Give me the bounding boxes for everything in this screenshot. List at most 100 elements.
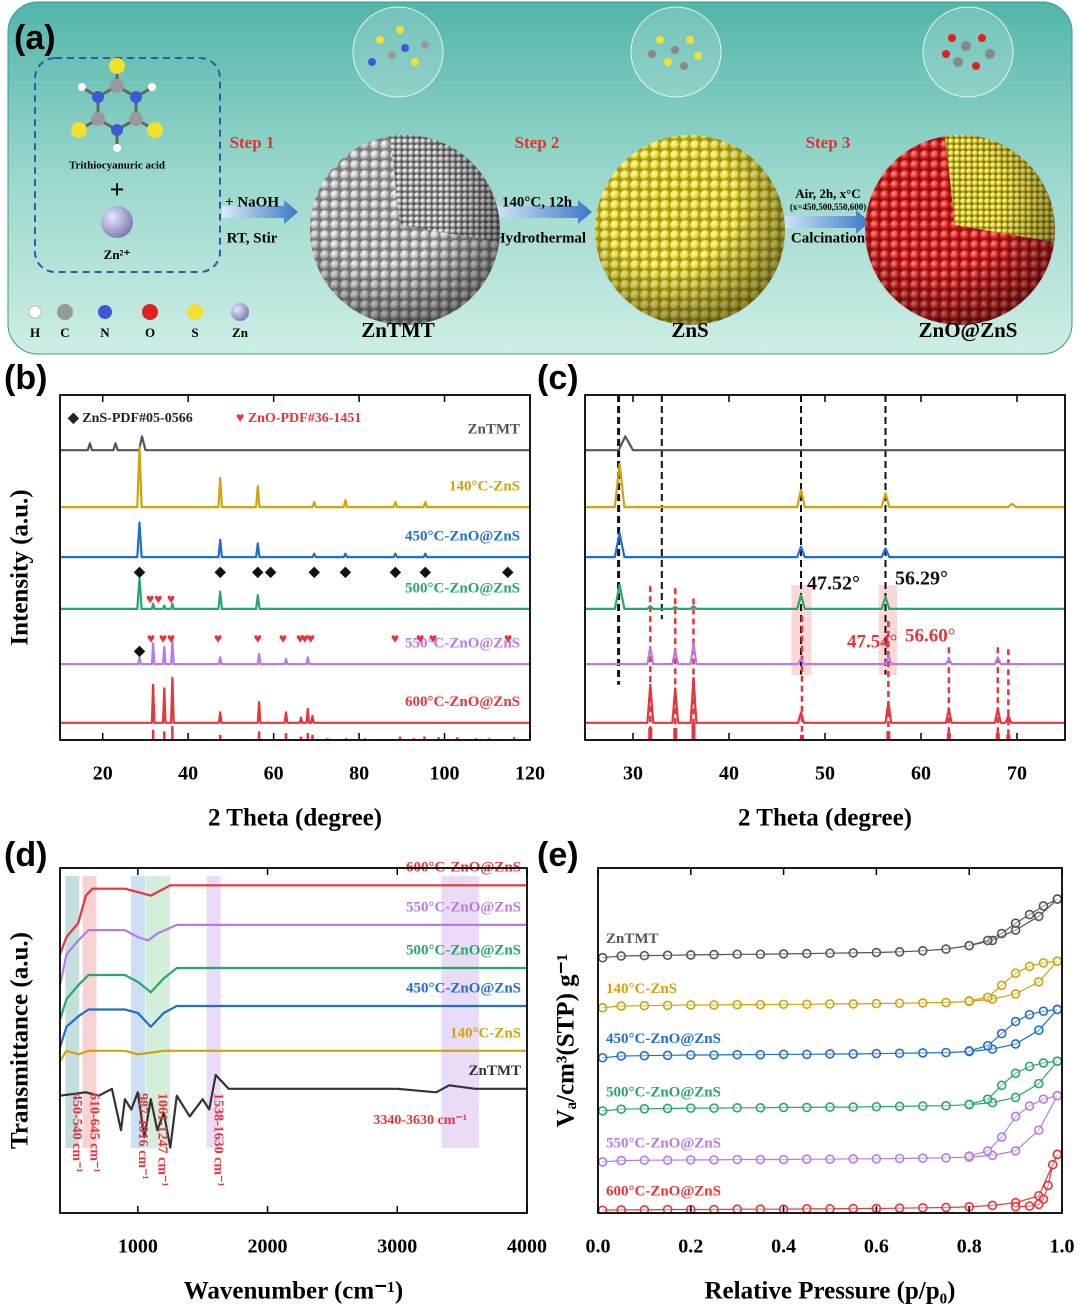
desorption-point <box>1010 1016 1021 1027</box>
adsorption-point <box>709 1204 719 1213</box>
bubbles <box>352 6 1014 98</box>
series-line <box>60 1004 527 1048</box>
desorption-line <box>969 1008 1058 1052</box>
band-label: 1538-1630 cm⁻¹ <box>210 1093 225 1187</box>
desorption-point <box>982 1040 993 1051</box>
atom-label: N <box>100 325 110 340</box>
adsorption-point <box>1034 1025 1044 1035</box>
peak-marker: ◆ <box>214 565 227 580</box>
peak-marker: ◆ <box>133 644 146 659</box>
atom-label: O <box>145 325 155 340</box>
atom-label: H <box>30 325 40 340</box>
desorption-point <box>964 1099 975 1110</box>
desorption-point <box>964 1046 975 1056</box>
adsorption-point <box>685 1103 696 1113</box>
peak-marker: ♥ <box>146 592 154 607</box>
adsorption-point <box>755 1102 766 1113</box>
peak-marker: ◆ <box>308 565 321 580</box>
adsorption-point <box>801 1102 812 1113</box>
peak-marker: ♥ <box>391 632 399 647</box>
peak-marker: ♥ <box>254 632 262 647</box>
peak-marker: ♥ <box>214 632 222 647</box>
adsorption-point <box>709 949 719 960</box>
series-line <box>602 1095 1058 1163</box>
adsorption-point <box>1010 1146 1021 1156</box>
atom-legend: H C N O S Zn <box>28 303 249 340</box>
adsorption-point <box>1010 1092 1021 1103</box>
desorption-line <box>969 960 1058 1002</box>
series-line <box>60 445 530 509</box>
adsorption-point <box>732 1154 743 1165</box>
adsorption-point <box>848 1049 859 1059</box>
legend-entry: ♥ ZnO-PDF#36-1451 <box>236 411 361 426</box>
adsorption-point <box>616 951 627 961</box>
series-label: 500°C-ZnO@ZnS <box>405 580 520 596</box>
series-line <box>602 1060 1058 1112</box>
peak-marker: ♥ <box>504 632 512 647</box>
adsorption-point <box>848 1102 859 1112</box>
desorption-point <box>982 1146 993 1156</box>
plot-frame <box>584 394 1066 741</box>
panel-label: (d) <box>4 836 47 874</box>
desorption-point <box>982 935 993 946</box>
adsorption-point <box>732 1049 743 1060</box>
adsorption-point <box>662 950 673 961</box>
series-line <box>60 1073 527 1149</box>
molecule <box>71 58 163 152</box>
x-axis-label: 2 Theta (degree) <box>208 805 382 832</box>
series-label: 600°C-ZnO@ZnS <box>405 694 520 710</box>
highlight <box>878 585 897 675</box>
adsorption-point <box>941 1202 951 1213</box>
adsorption-point <box>1010 1039 1021 1049</box>
band-label: 450-540 cm⁻¹ <box>69 1093 84 1173</box>
desorption-point <box>1010 918 1021 929</box>
desorption-point <box>1024 1101 1035 1111</box>
adsorption-point <box>685 1050 696 1060</box>
band <box>206 876 221 1148</box>
step-condition: (x=450,500,550,600) <box>790 202 866 212</box>
desorption-point <box>996 1080 1007 1091</box>
adsorption-point <box>917 945 928 956</box>
desorption-point <box>1052 894 1062 904</box>
product-label: ZnS <box>671 318 708 342</box>
plot-area <box>598 894 1062 1213</box>
adsorption-point <box>917 1203 928 1213</box>
adsorption-point <box>894 998 905 1009</box>
adsorption-point <box>871 1154 882 1164</box>
desorption-point <box>1010 1111 1021 1122</box>
plot-frame <box>59 867 528 1214</box>
adsorption-point <box>685 950 696 960</box>
peak-marker: ♥ <box>147 632 155 647</box>
peak-marker: ◆ <box>251 565 264 580</box>
adsorption-point <box>801 999 812 1010</box>
series-label: ZnTMT <box>467 422 520 438</box>
desorption-point <box>1052 956 1062 966</box>
desorption-point <box>1038 1094 1049 1104</box>
adsorption-point <box>1010 989 1021 999</box>
adsorption-point <box>639 1104 650 1114</box>
adsorption-point <box>732 1102 743 1113</box>
adsorption-point <box>917 1153 928 1163</box>
x-tick-label: 80 <box>349 763 369 785</box>
adsorption-point <box>616 1155 627 1166</box>
adsorption-point <box>848 999 859 1009</box>
desorption-line <box>969 1095 1058 1157</box>
band-label: 1061-1247 cm⁻¹ <box>155 1093 170 1187</box>
plot-frame <box>59 394 531 741</box>
x-tick-label: 60 <box>911 763 931 785</box>
band <box>82 876 97 1148</box>
step-condition: Calcination <box>791 230 866 246</box>
adsorption-point <box>848 1203 858 1213</box>
x-axis-label: Wavenumber (cm⁻¹) <box>184 1278 404 1304</box>
plot-area <box>585 395 1065 740</box>
step-condition: Hydrothermal <box>494 230 586 246</box>
sphere-zns <box>595 135 785 325</box>
series-line <box>585 676 1065 724</box>
panel-label: (c) <box>537 359 579 397</box>
adsorption-point <box>616 1051 627 1061</box>
desorption-point <box>1010 968 1021 979</box>
adsorption-point <box>662 1204 673 1213</box>
desorption-point <box>1038 1006 1049 1016</box>
adsorption-point <box>825 948 835 959</box>
adsorption-point <box>941 1100 951 1111</box>
